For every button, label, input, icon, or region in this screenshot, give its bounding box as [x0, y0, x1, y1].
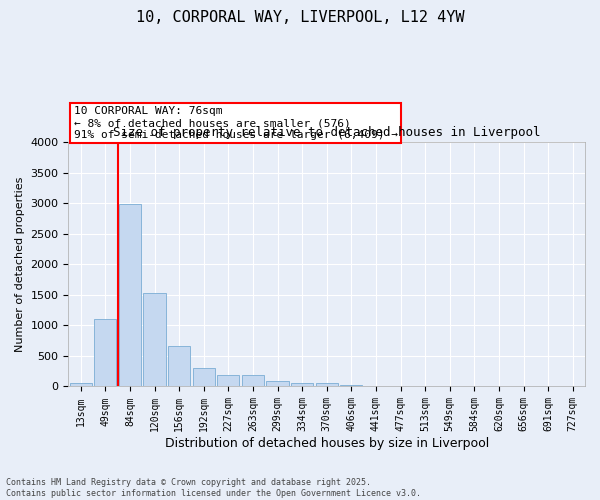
Bar [70, 384, 92, 386]
Bar [340, 384, 362, 386]
Bar [168, 346, 190, 387]
Bar [266, 380, 289, 386]
Bar [217, 374, 239, 386]
Bar [316, 384, 338, 386]
Title: Size of property relative to detached houses in Liverpool: Size of property relative to detached ho… [113, 126, 541, 140]
Text: 10 CORPORAL WAY: 76sqm
← 8% of detached houses are smaller (576)
91% of semi-det: 10 CORPORAL WAY: 76sqm ← 8% of detached … [74, 106, 398, 140]
X-axis label: Distribution of detached houses by size in Liverpool: Distribution of detached houses by size … [164, 437, 489, 450]
Bar [143, 293, 166, 386]
Text: 10, CORPORAL WAY, LIVERPOOL, L12 4YW: 10, CORPORAL WAY, LIVERPOOL, L12 4YW [136, 10, 464, 25]
Bar [193, 368, 215, 386]
Y-axis label: Number of detached properties: Number of detached properties [15, 176, 25, 352]
Text: Contains HM Land Registry data © Crown copyright and database right 2025.
Contai: Contains HM Land Registry data © Crown c… [6, 478, 421, 498]
Bar [119, 204, 141, 386]
Bar [94, 320, 116, 386]
Bar [291, 382, 313, 386]
Bar [242, 376, 264, 386]
